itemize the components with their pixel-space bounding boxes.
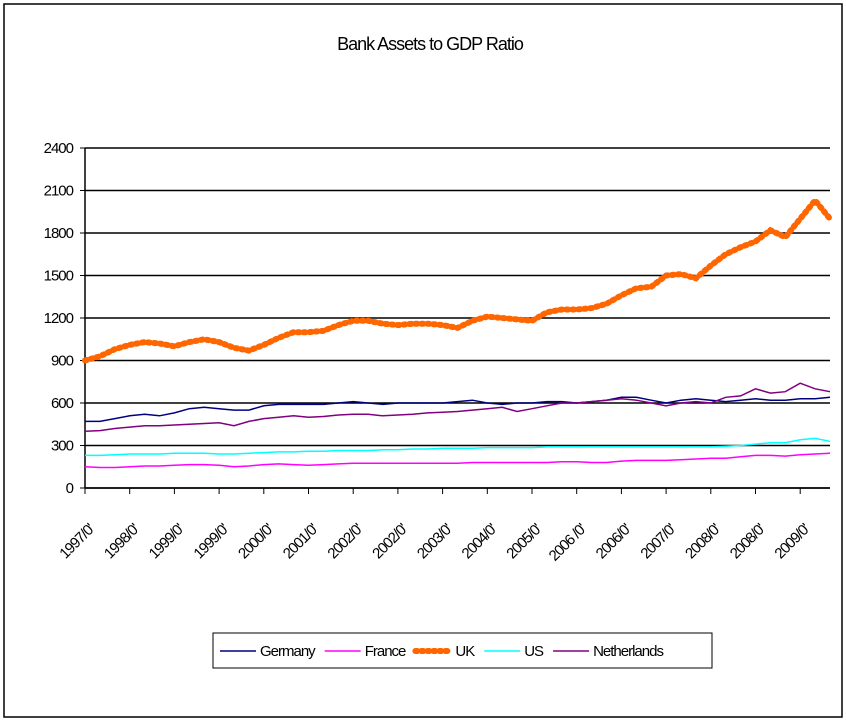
y-tick-label: 600: [51, 395, 74, 412]
y-tick-label: 300: [51, 438, 74, 455]
y-tick-label: 2400: [44, 140, 74, 157]
y-tick-label: 1200: [44, 310, 74, 327]
series-line: [85, 437, 831, 457]
y-tick-label: 2100: [44, 183, 74, 200]
legend-box: [212, 632, 713, 669]
series-line: [82, 195, 833, 364]
legend-label: Netherlands: [593, 643, 663, 660]
legend-label: France: [365, 643, 406, 660]
legend-label: US: [524, 643, 544, 660]
series-line: [85, 396, 831, 423]
series-line: [84, 452, 831, 469]
legend-label: UK: [455, 643, 475, 660]
y-tick-label: 1500: [44, 268, 74, 285]
series-line: [84, 382, 831, 433]
chart-title: Bank Assets to GDP Ratio: [337, 34, 524, 54]
y-tick-label: 1800: [44, 225, 74, 242]
y-tick-label: 900: [51, 353, 74, 370]
y-tick-label: 0: [66, 480, 74, 497]
legend-label: Germany: [260, 643, 316, 660]
